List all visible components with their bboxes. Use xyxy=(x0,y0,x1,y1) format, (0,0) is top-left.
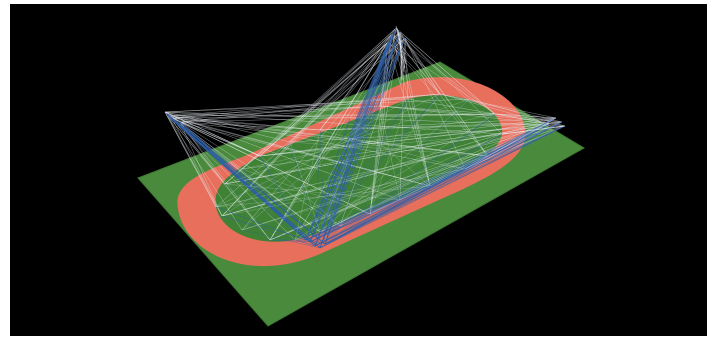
cable-wireframe xyxy=(164,25,566,249)
stadium-scene xyxy=(137,25,585,327)
3d-viewport[interactable] xyxy=(10,4,707,336)
